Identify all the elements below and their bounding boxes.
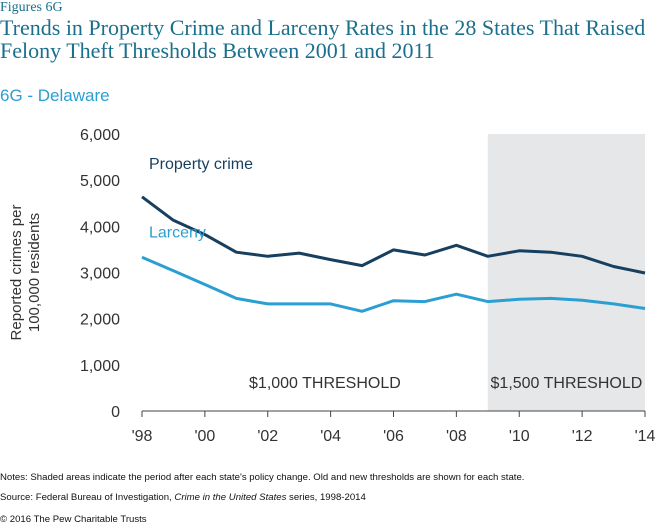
line-chart: 0 1,000 2,000 3,000 4,000 5,000 6,000 Reported … <box>8 127 656 445</box>
source-prefix: Source: Federal Bureau of Investigation, <box>0 492 175 503</box>
chart-subtitle: 6G - Delaware <box>0 86 110 105</box>
x-tick-label: '12 <box>572 428 593 445</box>
x-tick-label: '14 <box>635 428 656 445</box>
x-tick-label: '06 <box>383 428 404 445</box>
y-tick-label: 5,000 <box>80 173 120 190</box>
policy-change-shaded-region <box>487 134 645 411</box>
new-threshold-annotation: $1,500 THRESHOLD <box>491 375 643 392</box>
y-tick-label: 1,000 <box>80 358 120 375</box>
copyright-text: © 2016 The Pew Charitable Trusts <box>0 514 147 525</box>
x-tick-label: '02 <box>257 428 278 445</box>
source-publication: Crime in the United States <box>174 492 287 503</box>
x-tick-label: '00 <box>194 428 215 445</box>
y-tick-label: 4,000 <box>80 219 120 236</box>
chart-title: Trends in Property Crime and Larceny Rat… <box>0 15 646 63</box>
figure-label: Figures 6G <box>0 0 63 15</box>
old-threshold-annotation: $1,000 THRESHOLD <box>249 375 401 392</box>
x-tick-label: '98 <box>132 428 153 445</box>
y-axis-label-line-1: Reported crimes per <box>8 205 25 341</box>
y-tick-label: 6,000 <box>80 127 120 144</box>
y-tick-label: 2,000 <box>80 312 120 329</box>
y-tick-label: 3,000 <box>80 266 120 283</box>
source-suffix: series, 1998-2014 <box>286 492 366 503</box>
property-crime-series-line <box>141 195 646 275</box>
x-tick-label: '10 <box>509 428 530 445</box>
larceny-series-line <box>141 255 646 313</box>
source-text: Source: Federal Bureau of Investigation,… <box>0 492 366 503</box>
y-axis-label-line-2: 100,000 residents <box>26 213 43 332</box>
x-tick-label: '08 <box>446 428 467 445</box>
y-tick-label: 0 <box>111 404 120 421</box>
x-tick-label: '04 <box>320 428 341 445</box>
notes-text: Notes: Shaded areas indicate the period … <box>0 472 525 483</box>
larceny-series-label: Larceny <box>149 224 206 241</box>
property-crime-series-label: Property crime <box>149 156 253 173</box>
